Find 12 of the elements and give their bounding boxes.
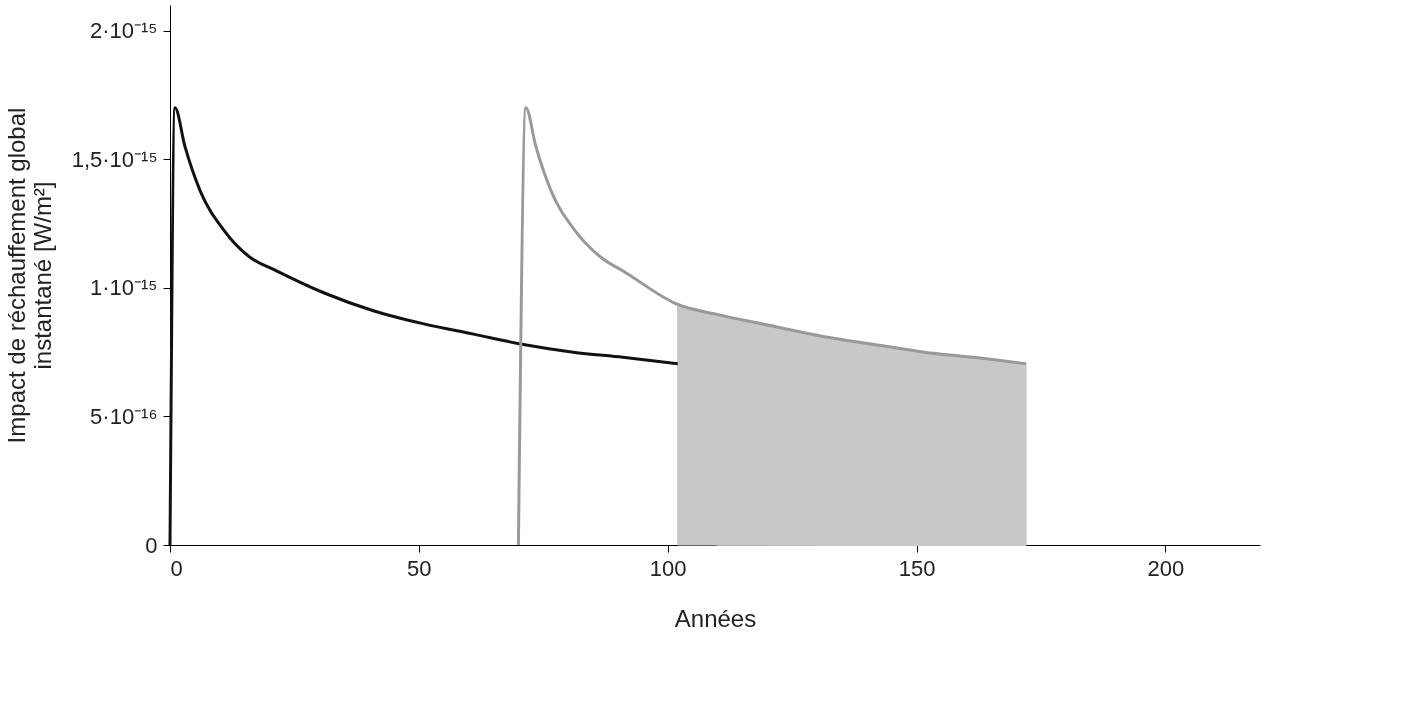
y-tick-label: 1·10⁻¹⁵ <box>90 275 158 301</box>
x-tick-label: 150 <box>898 555 936 581</box>
x-tick-label: 0 <box>170 555 183 581</box>
y-tick-label: 1,5·10⁻¹⁵ <box>71 146 158 172</box>
y-axis-title: Impact de réchauffement global instantané [W/m²] <box>2 107 56 444</box>
x-axis-title: Années <box>674 604 757 632</box>
x-tick-label: 100 <box>649 555 687 581</box>
x-tick-label: 50 <box>407 555 432 581</box>
y-tick-label: 5·10⁻¹⁶ <box>90 403 158 429</box>
x-tick-label: 200 <box>1147 555 1185 581</box>
y-tick-label: 0 <box>145 532 158 558</box>
y-tick-label: 2·10⁻¹⁵ <box>90 18 158 44</box>
